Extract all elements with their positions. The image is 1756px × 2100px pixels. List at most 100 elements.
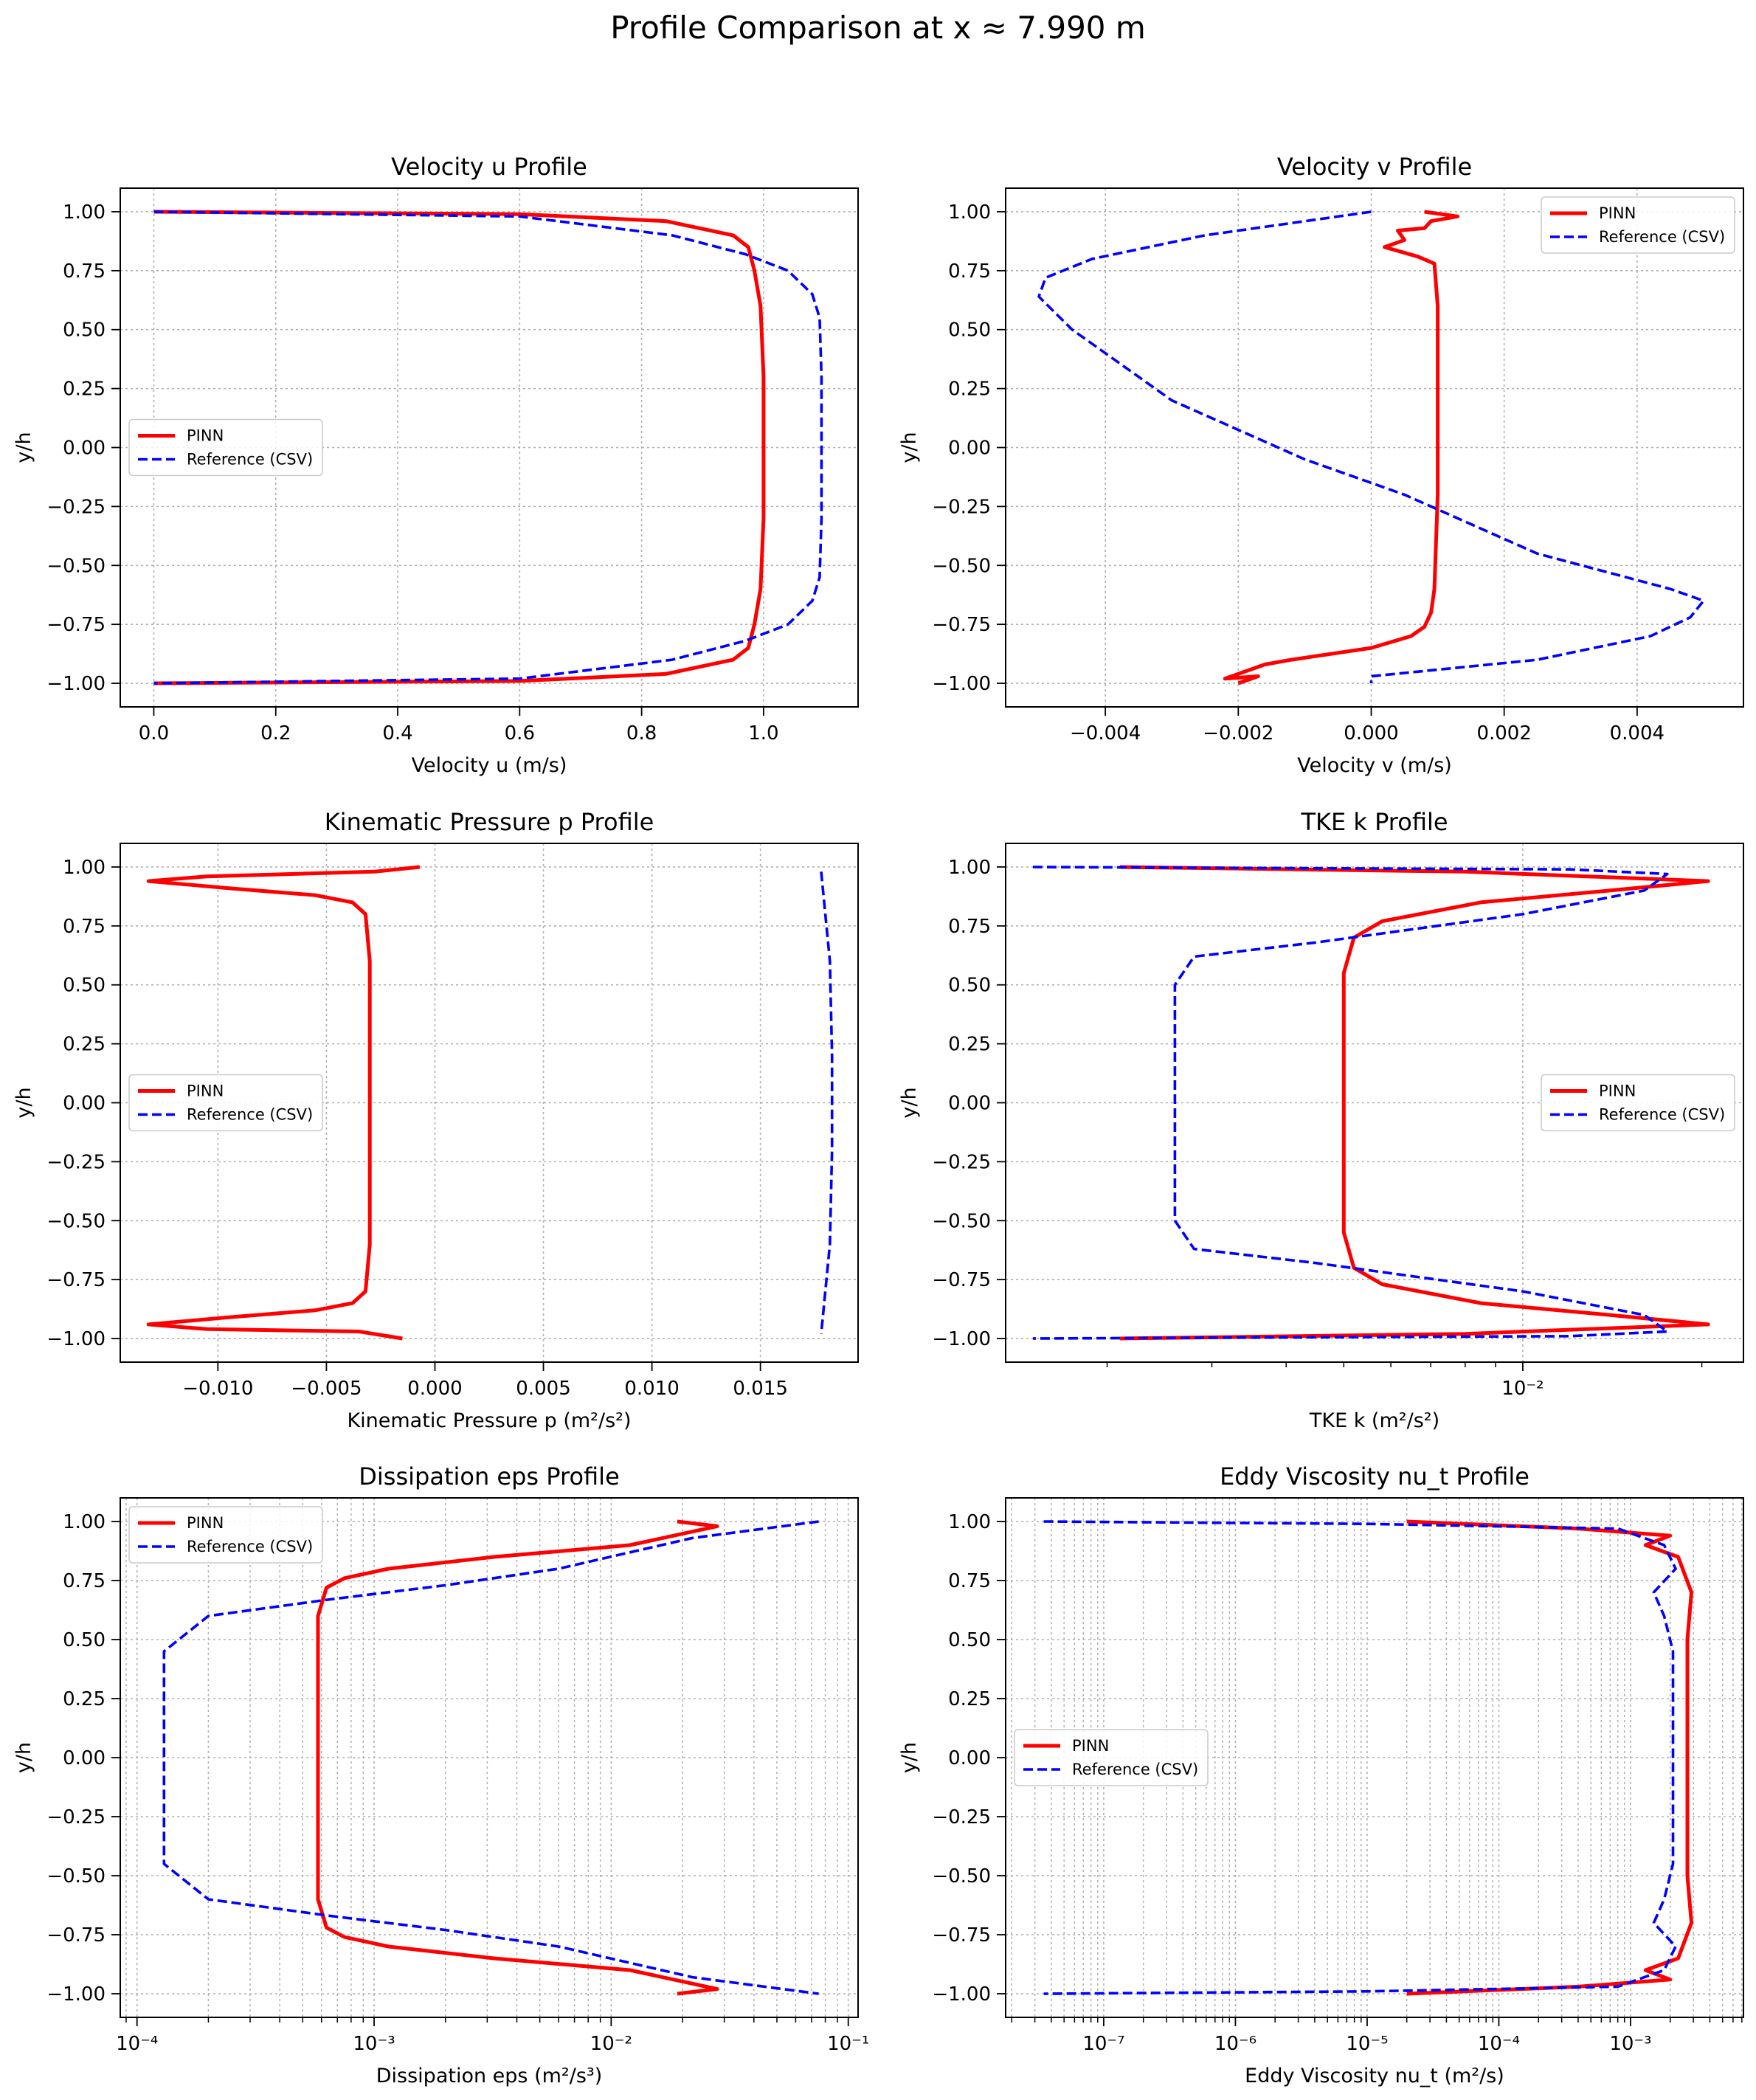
y-tick-label: −1.00 (46, 673, 106, 695)
y-axis-label: y/h (898, 1742, 921, 1773)
y-tick-label: 0.50 (948, 320, 991, 342)
series-line-pinn (316, 1519, 719, 1996)
y-tick-label: 0.25 (948, 379, 991, 401)
y-axis-label: y/h (898, 432, 921, 463)
y-tick-label: 0.50 (948, 975, 991, 997)
legend-label-reference: Reference (CSV) (187, 1106, 313, 1124)
y-tick-label: 0.25 (63, 1688, 106, 1710)
series-line-pinn (1406, 1519, 1693, 1996)
series-line-reference (153, 210, 823, 685)
y-tick-label: −0.75 (46, 614, 106, 636)
y-tick-label: 0.75 (63, 1570, 106, 1592)
y-tick-label: −0.75 (46, 1269, 106, 1291)
legend-frame (128, 418, 323, 477)
series-line-pinn (1223, 210, 1460, 685)
y-tick-label: −1.00 (932, 1328, 991, 1350)
series-line-reference (162, 1520, 819, 1995)
x-axis-label: Velocity v (m/s) (1297, 754, 1452, 777)
x-tick-label: 10⁻⁴ (1478, 2033, 1520, 2055)
axes-frame (120, 1497, 859, 2018)
panel-title: Velocity u Profile (391, 153, 587, 181)
x-tick-label: 10⁻¹ (827, 2033, 869, 2055)
x-axis-label: Dissipation eps (m²/s³) (376, 2065, 603, 2087)
y-tick-label: −0.25 (46, 1151, 106, 1173)
panel-title: Velocity v Profile (1277, 153, 1472, 181)
panel-p: −0.010 −0.005 0.000 0.005 0.010 0.015 1.00 0.75… (13, 808, 859, 1432)
series-line-pinn (1119, 865, 1710, 1341)
y-tick-label: 0.00 (63, 1093, 106, 1115)
legend-label-reference: Reference (CSV) (1599, 1106, 1725, 1124)
legend-label-pinn: PINN (1599, 204, 1636, 222)
y-tick-label: −0.50 (932, 1865, 991, 1887)
legend-label-reference: Reference (CSV) (1599, 228, 1725, 246)
x-tick-label: 10⁻⁴ (116, 2033, 158, 2055)
x-axis-label: Eddy Viscosity nu_t (m²/s) (1245, 2065, 1504, 2087)
panel-v: −0.004 −0.002 0.000 0.002 0.004 1.00 0.75 0.50 0… (898, 153, 1744, 777)
y-axis-label: y/h (13, 432, 35, 463)
legend-label-pinn: PINN (187, 427, 224, 445)
legend-label-pinn: PINN (1072, 1737, 1109, 1755)
series-line-reference (1043, 1520, 1677, 1995)
y-tick-label: 0.50 (63, 1629, 106, 1651)
x-axis-label: Velocity u (m/s) (412, 754, 567, 777)
y-tick-label: 0.00 (948, 438, 991, 460)
y-axis-label: y/h (898, 1087, 921, 1118)
y-axis-label: y/h (13, 1742, 35, 1773)
legend: PINN Reference (CSV) (1541, 1074, 1735, 1132)
legend-frame (1541, 1074, 1735, 1132)
x-tick-label: 0.8 (626, 722, 657, 745)
x-tick-label: 10⁻⁵ (1346, 2033, 1388, 2055)
legend-label-reference: Reference (CSV) (1072, 1761, 1198, 1778)
legend-frame (128, 1506, 323, 1564)
y-tick-label: −1.00 (932, 1983, 991, 2006)
series-line-pinn (146, 865, 421, 1341)
x-tick-label: 10⁻⁷ (1082, 2033, 1124, 2055)
x-tick-label: 0.000 (407, 1378, 462, 1400)
y-tick-label: 0.00 (63, 438, 106, 460)
x-tick-label: −0.010 (182, 1378, 253, 1400)
x-tick-label: −0.005 (291, 1378, 362, 1400)
y-tick-label: 0.00 (63, 1747, 106, 1769)
axes-frame (1005, 843, 1744, 1363)
x-tick-label: −0.002 (1203, 722, 1273, 745)
x-tick-label: 10⁻³ (1609, 2033, 1651, 2055)
y-tick-label: −0.50 (46, 1865, 106, 1887)
legend: PINN Reference (CSV) (128, 1074, 323, 1132)
y-tick-label: −1.00 (932, 673, 991, 695)
x-tick-label: 0.010 (624, 1378, 679, 1400)
legend-label-pinn: PINN (187, 1082, 224, 1100)
series-line-reference (1037, 210, 1705, 683)
panel-eps: 10⁻⁴ 10⁻³ 10⁻² 10⁻¹ 1.00 0.75 0.50 0.25 0.00 −0.2… (13, 1462, 869, 2087)
y-tick-label: −0.25 (932, 1806, 991, 1828)
x-tick-label: 0.0 (139, 722, 169, 745)
x-tick-label: 0.015 (733, 1378, 787, 1400)
y-tick-label: 0.75 (948, 260, 991, 283)
figure-title: Profile Comparison at x ≈ 7.990 m (610, 10, 1146, 46)
y-tick-label: −1.00 (46, 1983, 106, 2006)
y-tick-label: 0.50 (63, 975, 106, 997)
x-tick-label: 0.4 (382, 722, 412, 745)
x-tick-label: 10⁻² (1501, 1378, 1544, 1400)
y-tick-label: −0.75 (932, 614, 991, 636)
x-tick-label: 0.002 (1476, 722, 1531, 745)
y-tick-label: −0.25 (46, 496, 106, 518)
y-tick-label: −0.50 (46, 1210, 106, 1232)
axes-frame (1005, 187, 1744, 708)
y-tick-label: 0.00 (948, 1747, 991, 1769)
y-tick-label: 0.25 (63, 1034, 106, 1056)
y-tick-label: 0.00 (948, 1093, 991, 1115)
y-tick-label: 1.00 (63, 1511, 106, 1533)
legend-frame (128, 1074, 323, 1132)
panel-title: TKE k Profile (1300, 808, 1448, 836)
y-tick-label: 1.00 (948, 1511, 991, 1533)
y-tick-label: 1.00 (948, 201, 991, 224)
y-tick-label: 0.50 (948, 1629, 991, 1651)
y-tick-label: −0.25 (932, 1151, 991, 1173)
x-tick-label: 0.004 (1610, 722, 1665, 745)
y-tick-label: −1.00 (46, 1328, 106, 1350)
x-tick-label: 10⁻³ (353, 2033, 395, 2055)
y-tick-label: 0.75 (63, 916, 106, 938)
y-tick-label: −0.50 (46, 555, 106, 577)
legend-frame (1014, 1729, 1209, 1786)
